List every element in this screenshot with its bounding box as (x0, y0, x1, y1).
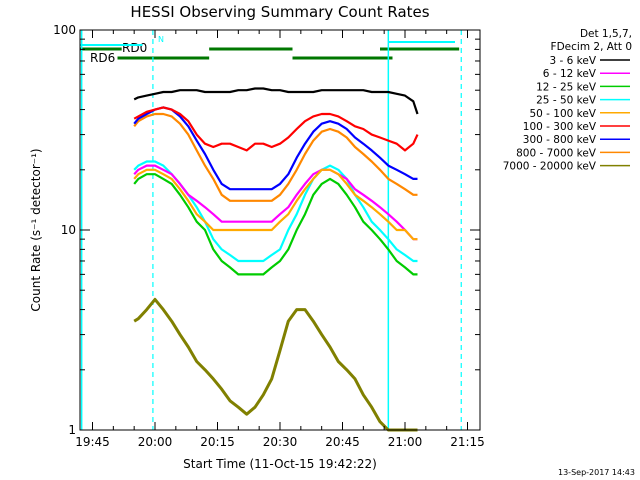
legend-label-800-7000-kev: 800 - 7000 keV (516, 147, 597, 159)
x-tick-label: 21:15 (450, 435, 485, 449)
x-tick-label: 20:15 (200, 435, 235, 449)
series-line-6-12-kev (133, 164, 418, 241)
y-tick-label: 100 (53, 23, 76, 37)
flag-label-n: N (158, 35, 164, 44)
x-tick-label: 19:45 (75, 435, 110, 449)
series-line-12-25-kev (133, 173, 418, 276)
ylabel-text: Count Rate (s⁻¹ detector⁻¹) (29, 148, 43, 311)
y-tick-label: 10 (61, 223, 76, 237)
chart-title: HESSI Observing Summary Count Rates (130, 3, 429, 21)
y-tick-label: 1 (68, 423, 76, 437)
y-axis-label: Count Rate (s⁻¹ detector⁻¹) (29, 148, 43, 311)
series-line-7000-20000-kev (133, 297, 418, 432)
legend-label-50-100-kev: 50 - 100 keV (529, 108, 596, 120)
flag-label-rd6: RD6 (90, 51, 115, 65)
flag-label-rd0: RD0 (122, 41, 147, 55)
legend-label-3-6-kev: 3 - 6 keV (549, 55, 596, 67)
legend-header-2: FDecim 2, Att 0 (551, 41, 632, 53)
series-line-50-100-kev (133, 168, 418, 241)
plot-timestamp: 13-Sep-2017 14:43 (558, 468, 635, 477)
x-tick-label: 20:30 (263, 435, 298, 449)
series-line-300-800-kev (133, 106, 418, 191)
legend-label-12-25-kev: 12 - 25 keV (536, 81, 597, 93)
legend-label-7000-20000-kev: 7000 - 20000 keV (503, 161, 597, 173)
x-tick-label: 20:00 (138, 435, 173, 449)
x-tick-label: 20:45 (325, 435, 360, 449)
series-line-3-6-kev (133, 87, 419, 115)
series-line-100-300-kev (133, 106, 419, 152)
legend-label-25-50-kev: 25 - 50 keV (536, 95, 597, 107)
legend-label-100-300-kev: 100 - 300 keV (523, 121, 597, 133)
legend-header-1: Det 1,5,7, (580, 28, 632, 40)
x-tick-label: 21:00 (388, 435, 423, 449)
legend-label-300-800-kev: 300 - 800 keV (523, 134, 597, 146)
series-line-800-7000-kev (133, 112, 418, 202)
legend-label-6-12-kev: 6 - 12 keV (543, 68, 597, 80)
x-axis-label: Start Time (11-Oct-15 19:42:22) (183, 457, 377, 471)
